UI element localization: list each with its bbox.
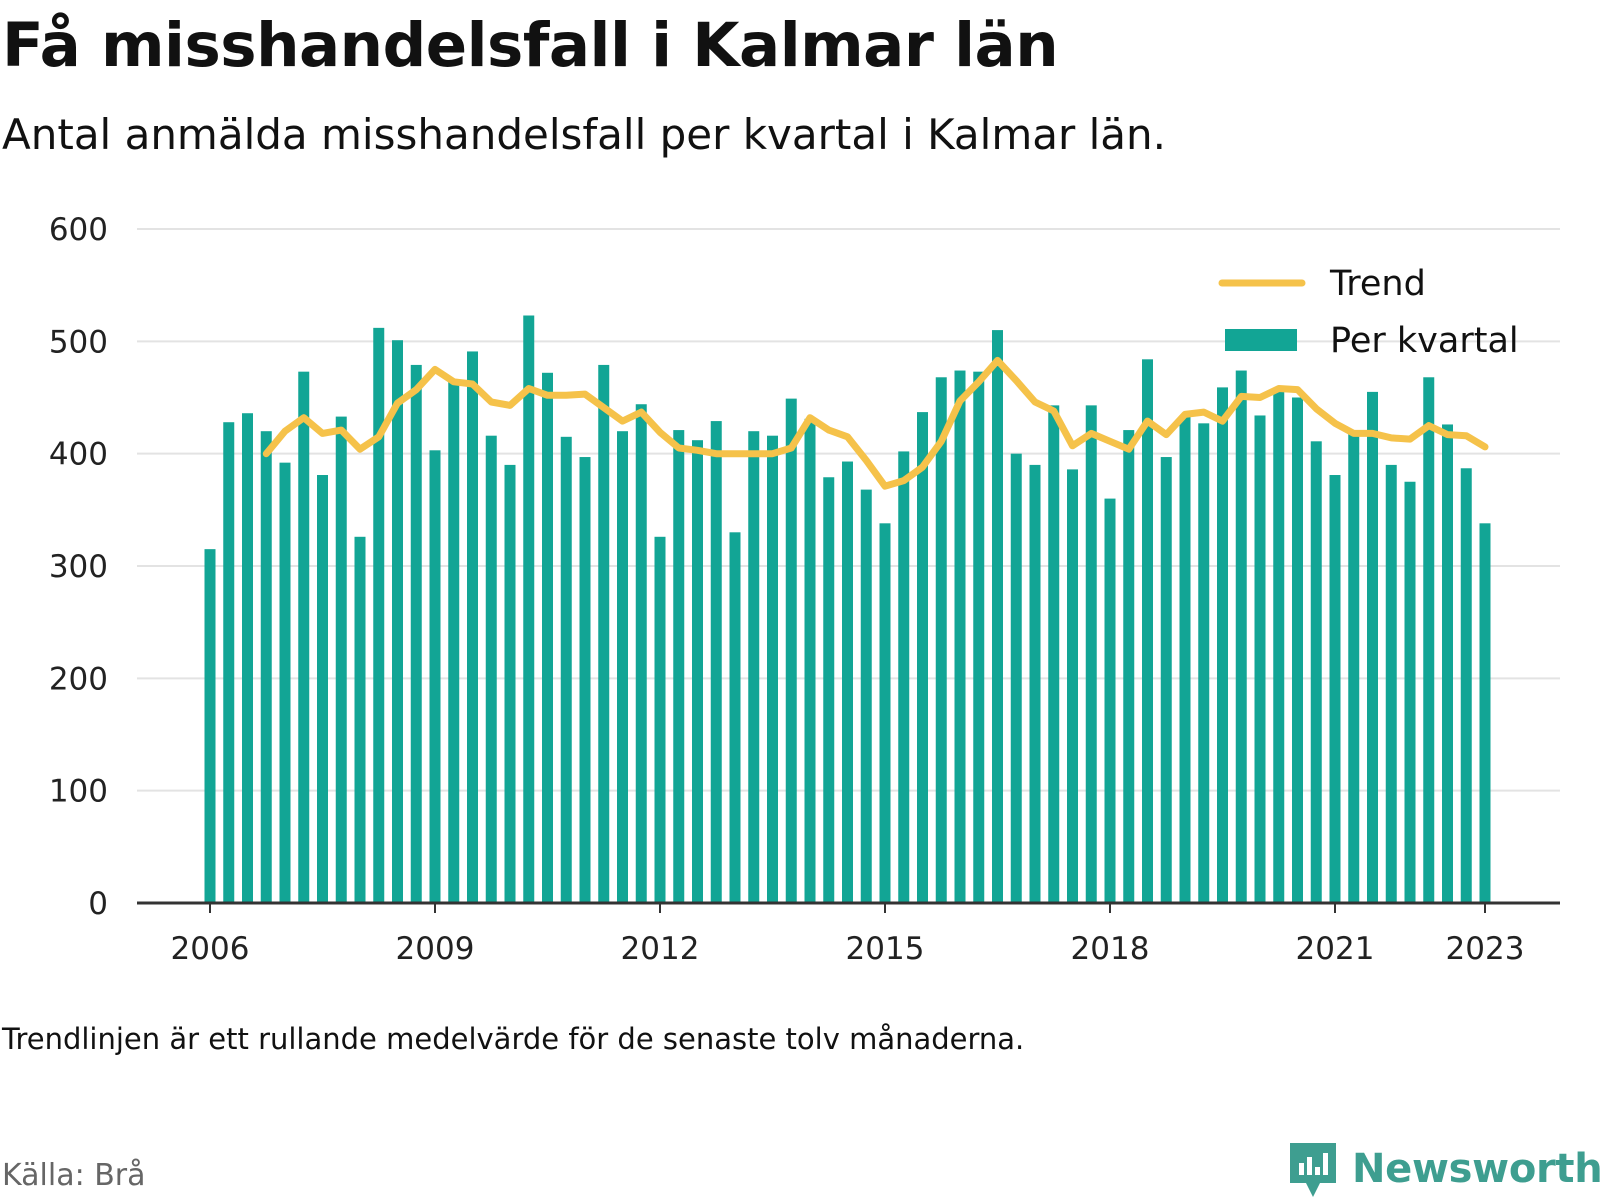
bar-2016Q3 xyxy=(992,330,1003,904)
bar-2011Q1 xyxy=(579,457,591,903)
bar-2010Q3 xyxy=(542,372,553,904)
bar-2021Q3 xyxy=(1367,391,1378,903)
bar-2008Q1 xyxy=(354,536,366,903)
bar-2008Q4 xyxy=(410,364,422,903)
bar-2006Q4 xyxy=(260,431,272,903)
bar-2021Q4 xyxy=(1385,464,1397,903)
legend-trend-label: Trend xyxy=(1329,264,1426,304)
bar-2023Q1 xyxy=(1479,523,1491,903)
bar-2022Q4 xyxy=(1460,468,1472,903)
bar-2019Q2 xyxy=(1198,423,1210,903)
bar-2021Q1 xyxy=(1329,475,1341,903)
legend-bar-label: Per kvartal xyxy=(1330,321,1519,361)
bar-2015Q2 xyxy=(898,451,910,903)
bar-2017Q4 xyxy=(1085,405,1097,903)
x-tick-label: 2021 xyxy=(1296,931,1375,967)
bar-2009Q1 xyxy=(429,450,441,903)
bar-2009Q2 xyxy=(448,380,460,903)
bar-2016Q4 xyxy=(1010,453,1022,903)
bar-2011Q2 xyxy=(598,364,610,903)
trend-layer xyxy=(262,356,1489,490)
bar-chart: 0 100 200 300 400 500 600 2006 2009 2012 2015 2018 2… xyxy=(49,212,1560,967)
x-tick-label: 2018 xyxy=(1071,931,1150,967)
bar-2022Q1 xyxy=(1404,481,1416,903)
bar-2015Q1 xyxy=(879,523,891,903)
x-tick-label: 2006 xyxy=(171,931,250,967)
bar-2019Q4 xyxy=(1235,370,1247,903)
bar-2017Q2 xyxy=(1048,405,1060,903)
bar-2007Q4 xyxy=(335,416,347,903)
bar-2014Q2 xyxy=(823,477,835,903)
newsworthy-logo-icon xyxy=(1290,1143,1336,1197)
bar-2012Q3 xyxy=(692,440,703,903)
bar-2006Q1 xyxy=(204,549,216,903)
chart-subtitle: Antal anmälda misshandelsfall per kvarta… xyxy=(2,110,1166,159)
y-tick-label: 200 xyxy=(49,661,108,697)
x-tick-label: 2012 xyxy=(621,931,700,967)
bar-2013Q3 xyxy=(767,435,778,903)
bar-2012Q4 xyxy=(710,421,722,903)
bar-2013Q4 xyxy=(785,398,797,903)
axes: 0 100 200 300 400 500 600 2006 2009 2012 2015 2018 2… xyxy=(49,212,1560,967)
y-tick-label: 500 xyxy=(49,324,108,360)
bar-2010Q1 xyxy=(504,464,516,903)
bar-2020Q2 xyxy=(1273,391,1285,903)
bar-2010Q2 xyxy=(523,315,535,903)
bar-2017Q3 xyxy=(1067,469,1078,903)
bar-2020Q1 xyxy=(1254,415,1266,903)
y-tick-label: 600 xyxy=(49,212,108,248)
bar-2009Q4 xyxy=(485,435,497,903)
bar-2014Q1 xyxy=(804,418,816,903)
bar-2015Q4 xyxy=(935,377,947,903)
bar-2007Q1 xyxy=(279,462,291,903)
bar-2016Q2 xyxy=(973,371,985,903)
bar-2010Q4 xyxy=(560,436,572,903)
trend-line xyxy=(262,356,1489,490)
bar-2022Q2 xyxy=(1423,377,1435,903)
footnote: Trendlinjen är ett rullande medelvärde f… xyxy=(2,1022,1025,1056)
bar-2007Q2 xyxy=(298,371,310,903)
bar-2018Q4 xyxy=(1160,457,1172,903)
bar-2006Q3 xyxy=(242,413,253,903)
bar-2013Q1 xyxy=(729,532,741,903)
x-tick-label: 2009 xyxy=(396,931,475,967)
legend: Trend Per kvartal xyxy=(1218,264,1519,361)
source-credit: Källa: Brå xyxy=(2,1158,146,1193)
bar-2018Q1 xyxy=(1104,498,1116,903)
bar-2012Q1 xyxy=(654,536,666,903)
bar-2006Q2 xyxy=(223,422,235,903)
bar-2012Q2 xyxy=(673,430,685,903)
chart-title: Få misshandelsfall i Kalmar län xyxy=(2,10,1059,81)
bar-2009Q3 xyxy=(467,351,478,903)
bar-2019Q1 xyxy=(1179,416,1191,903)
bar-2021Q2 xyxy=(1348,433,1360,903)
y-tick-label: 300 xyxy=(49,549,108,585)
bar-2016Q1 xyxy=(954,370,966,903)
bar-2020Q4 xyxy=(1310,441,1322,903)
bar-2011Q4 xyxy=(635,404,647,903)
y-tick-label: 100 xyxy=(49,774,108,810)
bar-2019Q3 xyxy=(1217,387,1228,903)
bar-2011Q3 xyxy=(617,431,628,903)
bar-2014Q3 xyxy=(842,461,853,903)
bar-2020Q3 xyxy=(1292,397,1303,903)
x-tick-label: 2023 xyxy=(1446,931,1525,967)
bar-2017Q1 xyxy=(1029,464,1041,903)
bar-2015Q3 xyxy=(917,412,928,903)
bars-per-kvartal xyxy=(204,315,1491,904)
brand-name: Newsworthy xyxy=(1352,1146,1600,1192)
bar-2013Q2 xyxy=(748,431,760,903)
bar-2008Q2 xyxy=(373,327,385,903)
y-tick-label: 400 xyxy=(49,437,108,473)
bar-2018Q3 xyxy=(1142,359,1153,904)
legend-bar-swatch xyxy=(1225,329,1297,351)
y-tick-label: 0 xyxy=(88,886,108,922)
x-tick-label: 2015 xyxy=(846,931,925,967)
bar-2014Q4 xyxy=(860,489,872,903)
bar-2007Q3 xyxy=(317,475,328,903)
bar-2022Q3 xyxy=(1442,424,1453,903)
bar-2008Q3 xyxy=(392,340,403,904)
bar-2018Q2 xyxy=(1123,430,1135,903)
brand-logo: Newsworthy xyxy=(1288,1138,1600,1200)
